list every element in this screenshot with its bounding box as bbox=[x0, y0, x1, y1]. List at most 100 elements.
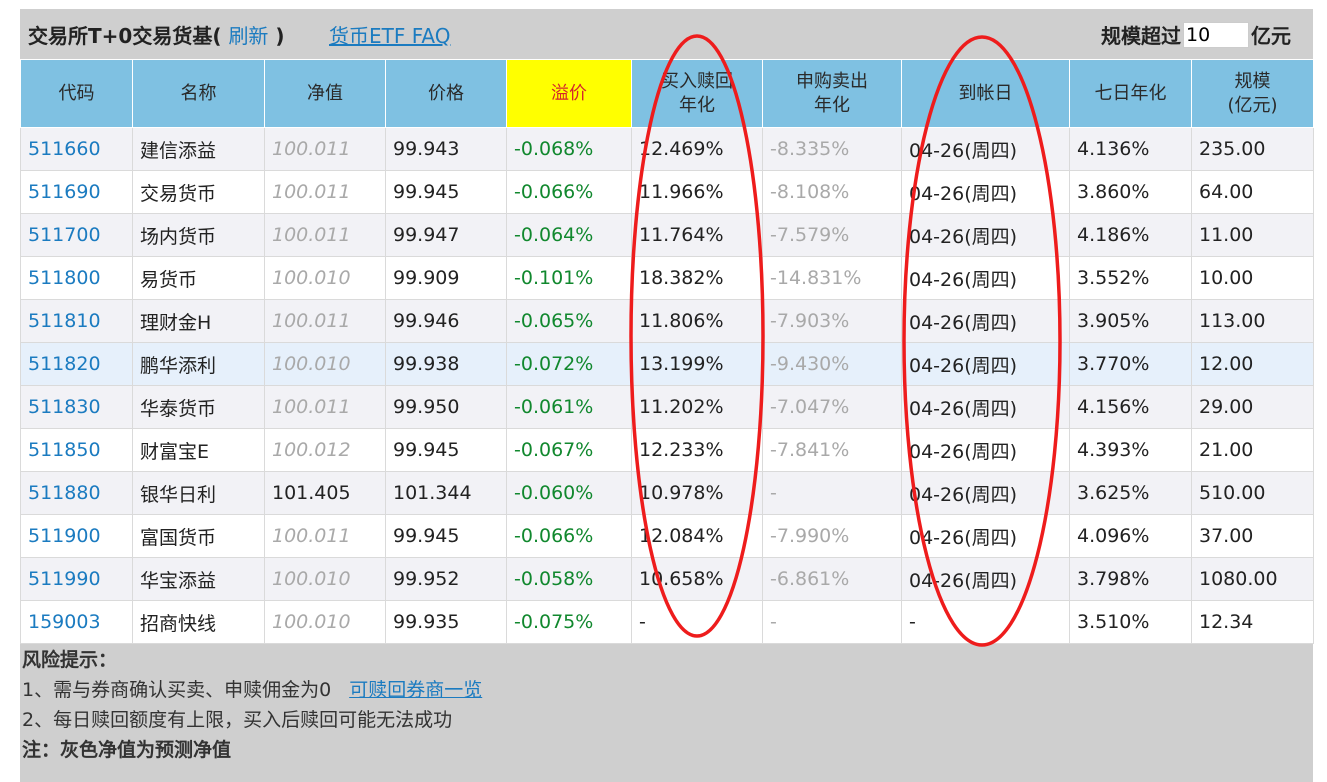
header-col-buy-redeem-annual[interactable]: 买入赎回 年化 bbox=[631, 59, 763, 128]
money-fund-panel: 交易所T+0交易货基( 刷新 ) 货币ETF FAQ 规模超过 亿元 代码 名称 净… bbox=[20, 9, 1314, 782]
fund-name: 交易货币 bbox=[132, 170, 265, 214]
header-label: 七日年化 bbox=[1094, 82, 1167, 104]
fund-name: 招商快线 bbox=[132, 600, 265, 644]
title-text: 交易所T+0交易货基( bbox=[28, 24, 222, 48]
fund-code[interactable]: 511850 bbox=[20, 428, 133, 472]
header-label: 净值 bbox=[307, 82, 343, 104]
price-value: 99.950 bbox=[385, 385, 507, 429]
subscribe-sell-annual: -7.047% bbox=[762, 385, 902, 429]
header-label: 年化 bbox=[679, 94, 715, 116]
fund-code[interactable]: 159003 bbox=[20, 600, 133, 644]
fund-table: 代码 名称 净值 价格 溢价 买入赎回 年化 申购卖出 年化 到帐日 七日年化 规模 (亿元) 5116… bbox=[20, 59, 1314, 644]
header-col-settlement-date[interactable]: 到帐日 bbox=[901, 59, 1070, 128]
seven-day-annual: 3.625% bbox=[1069, 471, 1192, 515]
price-value: 99.952 bbox=[385, 557, 507, 601]
premium-value: -0.058% bbox=[506, 557, 632, 601]
table-row[interactable]: 511810 理财金H 100.011 99.946 -0.065% 11.806% -7.… bbox=[20, 299, 1314, 343]
nav-value: 100.011 bbox=[264, 170, 386, 214]
scale-value: 235.00 bbox=[1191, 127, 1314, 171]
header-col-premium[interactable]: 溢价 bbox=[506, 59, 632, 128]
footnote: 注：灰色净值为预测净值 bbox=[22, 739, 232, 761]
nav-value: 100.010 bbox=[264, 256, 386, 300]
seven-day-annual: 4.156% bbox=[1069, 385, 1192, 429]
header-label: 买入赎回 bbox=[661, 70, 733, 92]
table-row[interactable]: 511990 华宝添益 100.010 99.952 -0.058% 10.658% -6.… bbox=[20, 557, 1314, 601]
fund-name: 易货币 bbox=[132, 256, 265, 300]
header-col-code[interactable]: 代码 bbox=[20, 59, 133, 128]
fund-code[interactable]: 511660 bbox=[20, 127, 133, 171]
scale-filter-label: 规模超过 bbox=[1101, 24, 1181, 48]
nav-value: 100.012 bbox=[264, 428, 386, 472]
nav-value: 100.011 bbox=[264, 127, 386, 171]
refresh-link[interactable]: 刷新 bbox=[228, 24, 269, 48]
subscribe-sell-annual: -6.861% bbox=[762, 557, 902, 601]
buy-redeem-annual: 12.469% bbox=[631, 127, 763, 171]
premium-value: -0.065% bbox=[506, 299, 632, 343]
fund-code[interactable]: 511700 bbox=[20, 213, 133, 257]
table-row[interactable]: 511700 场内货币 100.011 99.947 -0.064% 11.764% -7.… bbox=[20, 213, 1314, 257]
table-row[interactable]: 511900 富国货币 100.011 99.945 -0.066% 12.084% -7.… bbox=[20, 514, 1314, 558]
nav-value: 100.010 bbox=[264, 342, 386, 386]
header-col-scale[interactable]: 规模 (亿元) bbox=[1191, 59, 1314, 128]
table-row[interactable]: 511850 财富宝E 100.012 99.945 -0.067% 12.233% -7.… bbox=[20, 428, 1314, 472]
price-value: 99.945 bbox=[385, 514, 507, 558]
premium-value: -0.075% bbox=[506, 600, 632, 644]
fund-name: 华宝添益 bbox=[132, 557, 265, 601]
buy-redeem-annual: 10.658% bbox=[631, 557, 763, 601]
settlement-date: 04-26(周四) bbox=[901, 385, 1070, 429]
price-value: 99.947 bbox=[385, 213, 507, 257]
scale-value: 12.34 bbox=[1191, 600, 1314, 644]
fund-code[interactable]: 511800 bbox=[20, 256, 133, 300]
header-col-price[interactable]: 价格 bbox=[385, 59, 507, 128]
subscribe-sell-annual: - bbox=[762, 471, 902, 515]
fund-code[interactable]: 511830 bbox=[20, 385, 133, 429]
seven-day-annual: 3.770% bbox=[1069, 342, 1192, 386]
title-close-paren: ) bbox=[275, 24, 285, 48]
nav-value: 100.010 bbox=[264, 600, 386, 644]
header-label: 申购卖出 bbox=[796, 70, 868, 92]
settlement-date: 04-26(周四) bbox=[901, 428, 1070, 472]
table-row[interactable]: 511830 华泰货币 100.011 99.950 -0.061% 11.202% -7.… bbox=[20, 385, 1314, 429]
table-row[interactable]: 511800 易货币 100.010 99.909 -0.101% 18.382% -14.… bbox=[20, 256, 1314, 300]
subscribe-sell-annual: - bbox=[762, 600, 902, 644]
subscribe-sell-annual: -9.430% bbox=[762, 342, 902, 386]
fund-name: 银华日利 bbox=[132, 471, 265, 515]
fund-code[interactable]: 511880 bbox=[20, 471, 133, 515]
price-value: 99.946 bbox=[385, 299, 507, 343]
header-col-nav[interactable]: 净值 bbox=[264, 59, 386, 128]
header-col-subscribe-sell-annual[interactable]: 申购卖出 年化 bbox=[762, 59, 902, 128]
fund-name: 场内货币 bbox=[132, 213, 265, 257]
fund-code[interactable]: 511820 bbox=[20, 342, 133, 386]
scale-threshold-input[interactable] bbox=[1183, 21, 1249, 48]
subscribe-sell-annual: -7.990% bbox=[762, 514, 902, 558]
seven-day-annual: 4.136% bbox=[1069, 127, 1192, 171]
buy-redeem-annual: 10.978% bbox=[631, 471, 763, 515]
buy-redeem-annual: 11.966% bbox=[631, 170, 763, 214]
broker-list-link[interactable]: 可赎回券商一览 bbox=[349, 679, 483, 701]
scale-value: 1080.00 bbox=[1191, 557, 1314, 601]
header-col-name[interactable]: 名称 bbox=[132, 59, 265, 128]
table-row[interactable]: 511880 银华日利 101.405 101.344 -0.060% 10.978% -0… bbox=[20, 471, 1314, 515]
settlement-date: 04-26(周四) bbox=[901, 557, 1070, 601]
settlement-date: 04-26(周四) bbox=[901, 256, 1070, 300]
premium-value: -0.101% bbox=[506, 256, 632, 300]
fund-name: 华泰货币 bbox=[132, 385, 265, 429]
fund-code[interactable]: 511900 bbox=[20, 514, 133, 558]
table-row[interactable]: 511690 交易货币 100.011 99.945 -0.066% 11.966% -8.… bbox=[20, 170, 1314, 214]
nav-value: 100.011 bbox=[264, 213, 386, 257]
fund-code[interactable]: 511810 bbox=[20, 299, 133, 343]
table-row[interactable]: 159003 招商快线 100.010 99.935 -0.075% - - -3.510% 1… bbox=[20, 600, 1314, 644]
fund-code[interactable]: 511990 bbox=[20, 557, 133, 601]
header-col-seven-day-annual[interactable]: 七日年化 bbox=[1069, 59, 1192, 128]
seven-day-annual: 3.905% bbox=[1069, 299, 1192, 343]
table-row[interactable]: 511660 建信添益 100.011 99.943 -0.068% 12.469% -8.… bbox=[20, 127, 1314, 171]
header-label: 名称 bbox=[180, 82, 217, 104]
faq-link[interactable]: 货币ETF FAQ bbox=[329, 24, 451, 48]
subscribe-sell-annual: -14.831% bbox=[762, 256, 902, 300]
header-label: 价格 bbox=[428, 82, 464, 104]
nav-value: 100.010 bbox=[264, 557, 386, 601]
header-label: 代码 bbox=[58, 82, 95, 104]
settlement-date: 04-26(周四) bbox=[901, 514, 1070, 558]
fund-code[interactable]: 511690 bbox=[20, 170, 133, 214]
table-row[interactable]: 511820 鹏华添利 100.010 99.938 -0.072% 13.199% -9.… bbox=[20, 342, 1314, 386]
